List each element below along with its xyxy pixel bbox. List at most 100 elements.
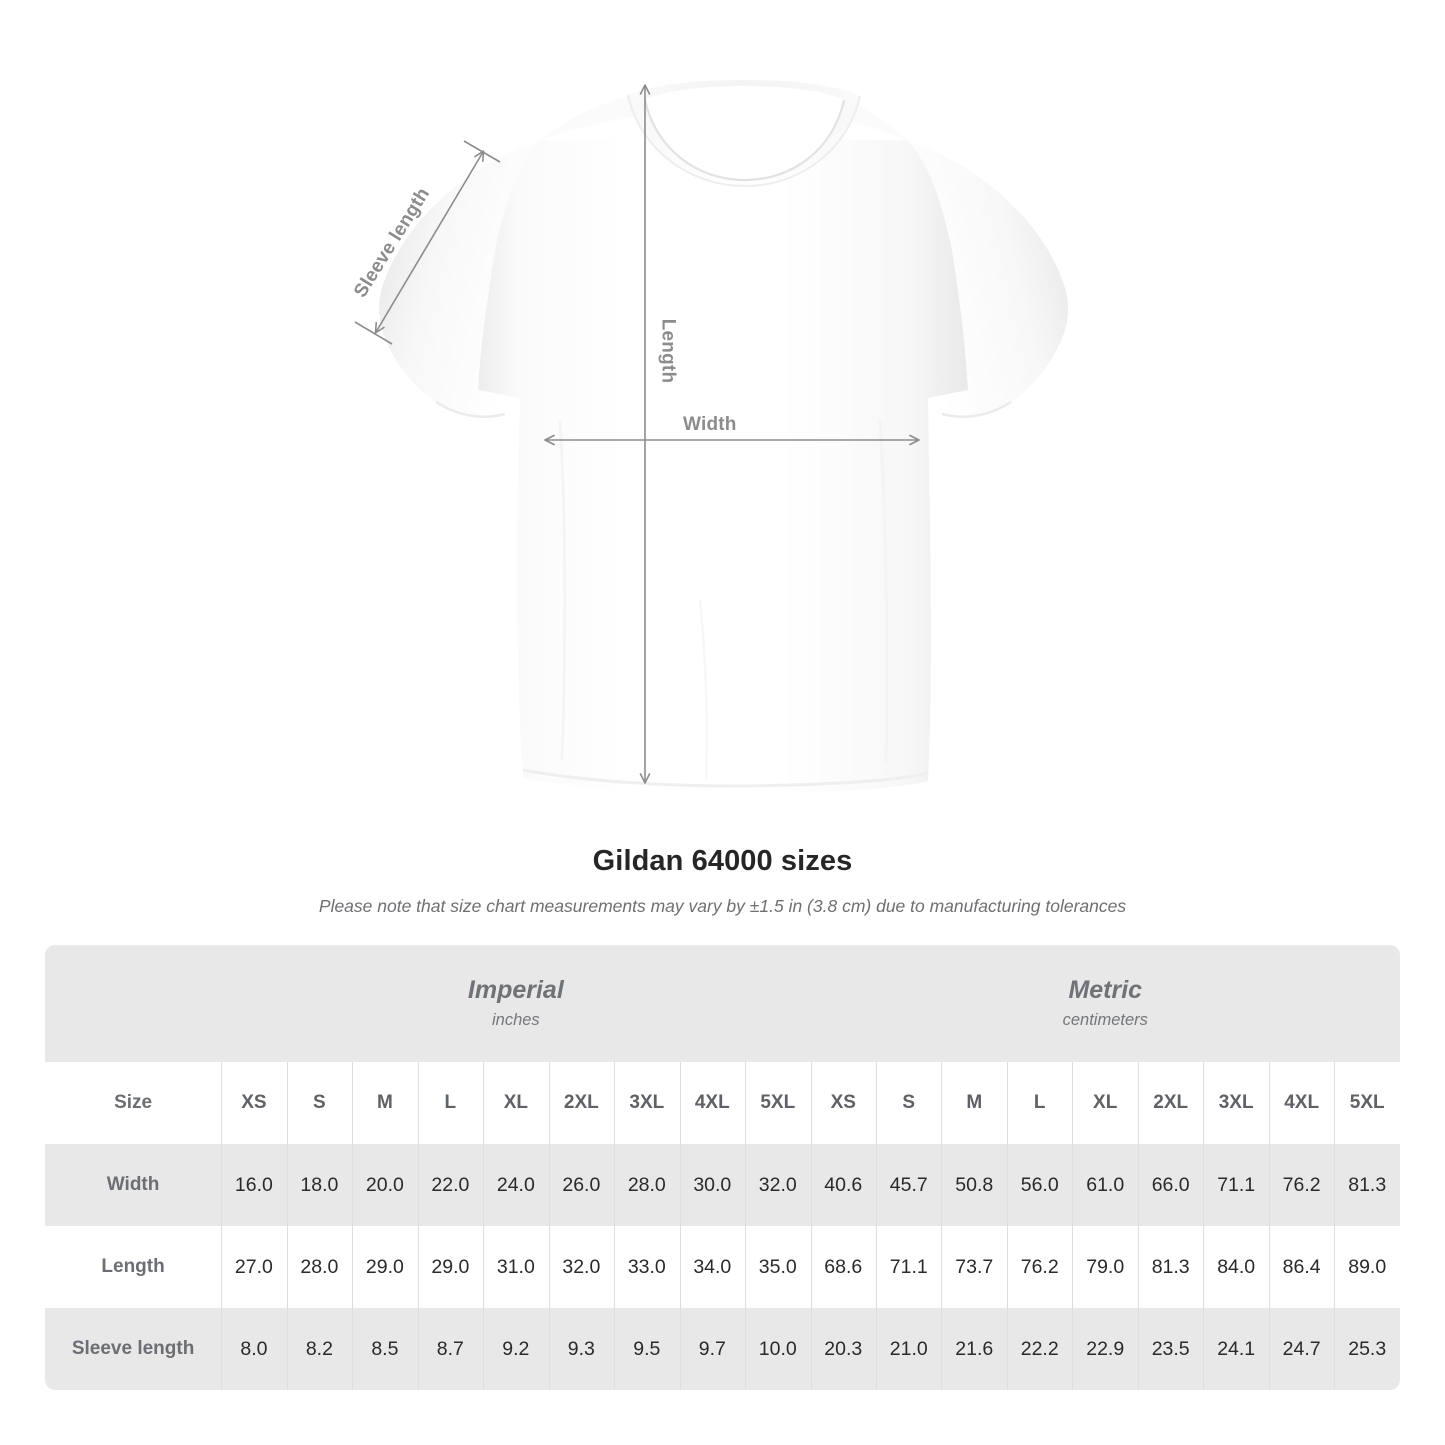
cell-sleeve-length-metric-3xl: 24.1 (1203, 1308, 1269, 1390)
cell-sleeve-length-metric-xl: 22.9 (1072, 1308, 1138, 1390)
size-header-imperial-2xl: 2XL (548, 1062, 615, 1144)
cell-width-metric-s: 45.7 (876, 1144, 942, 1226)
size-header-metric-5xl: 5XL (1334, 1062, 1400, 1144)
cell-width-metric-xs: 40.6 (810, 1144, 876, 1226)
size-header-metric-s: S (876, 1062, 942, 1144)
cell-width-imperial-3xl: 28.0 (614, 1144, 680, 1226)
cell-length-imperial-5xl: 35.0 (745, 1226, 811, 1308)
size-chart-table: Imperial inches Metric centimeters Size X… (45, 945, 1400, 1390)
cell-width-imperial-xs: 16.0 (221, 1144, 287, 1226)
length-label: Length (657, 318, 679, 384)
cell-sleeve-length-metric-2xl: 23.5 (1137, 1308, 1204, 1390)
cell-width-metric-l: 56.0 (1006, 1144, 1073, 1226)
unit-header-spacer (45, 945, 222, 1062)
size-header-metric-2xl: 2XL (1137, 1062, 1204, 1144)
table-row-sleeve-length: Sleeve length 8.0 8.2 8.5 8.7 9.2 9.3 9.5 9.7 10.… (45, 1308, 1400, 1390)
table-row-width: Width 16.0 18.0 20.0 22.0 24.0 26.0 28.0 30.0 32.… (45, 1144, 1400, 1226)
cell-width-imperial-xl: 24.0 (483, 1144, 549, 1226)
tolerance-note: Please note that size chart measurements… (318, 896, 1127, 916)
row-label-width: Width (45, 1144, 222, 1226)
cell-length-metric-s: 71.1 (876, 1226, 942, 1308)
cell-width-metric-2xl: 66.0 (1137, 1144, 1204, 1226)
cell-length-imperial-m: 29.0 (352, 1226, 418, 1308)
row-label-length: Length (45, 1226, 222, 1308)
cell-width-imperial-s: 18.0 (286, 1144, 353, 1226)
cell-length-metric-xl: 79.0 (1072, 1226, 1138, 1308)
chart-heading: Gildan 64000 sizes Please note that size… (0, 845, 1445, 917)
cell-width-metric-xl: 61.0 (1072, 1144, 1138, 1226)
cell-sleeve-length-imperial-s: 8.2 (286, 1308, 353, 1390)
cell-sleeve-length-metric-xs: 20.3 (810, 1308, 876, 1390)
cell-width-imperial-m: 20.0 (352, 1144, 418, 1226)
cell-sleeve-length-imperial-3xl: 9.5 (614, 1308, 680, 1390)
cell-length-imperial-3xl: 33.0 (614, 1226, 680, 1308)
cell-sleeve-length-metric-s: 21.0 (876, 1308, 942, 1390)
size-header-imperial-s: S (286, 1062, 353, 1144)
cell-width-imperial-l: 22.0 (417, 1144, 484, 1226)
cell-width-metric-5xl: 81.3 (1334, 1144, 1400, 1226)
row-label-sleeve-length: Sleeve length (45, 1308, 222, 1390)
cell-length-metric-5xl: 89.0 (1334, 1226, 1400, 1308)
sleeve-tick-top (463, 140, 501, 163)
cell-sleeve-length-metric-l: 22.2 (1006, 1308, 1073, 1390)
imperial-group-header: Imperial inches (221, 945, 811, 1062)
size-header-metric-xl: XL (1072, 1062, 1138, 1144)
size-header-imperial-m: M (352, 1062, 418, 1144)
cell-sleeve-length-imperial-5xl: 10.0 (745, 1308, 811, 1390)
cell-sleeve-length-imperial-4xl: 9.7 (679, 1308, 746, 1390)
cell-width-metric-3xl: 71.1 (1203, 1144, 1269, 1226)
cell-length-metric-l: 76.2 (1006, 1226, 1073, 1308)
width-label: Width (683, 414, 737, 435)
table-row-length: Length 27.0 28.0 29.0 29.0 31.0 32.0 33.0 34.0 35… (45, 1226, 1400, 1308)
cell-width-imperial-2xl: 26.0 (548, 1144, 615, 1226)
size-header-imperial-xs: XS (221, 1062, 287, 1144)
size-chart-table-container: Imperial inches Metric centimeters Size X… (45, 945, 1400, 1390)
size-header-metric-3xl: 3XL (1203, 1062, 1269, 1144)
cell-length-imperial-xs: 27.0 (221, 1226, 287, 1308)
cell-width-metric-4xl: 76.2 (1268, 1144, 1335, 1226)
tshirt-diagram: Sleeve length Length Width (350, 80, 1068, 794)
cell-sleeve-length-metric-4xl: 24.7 (1268, 1308, 1335, 1390)
sleeve-tick-bottom (354, 321, 393, 345)
cell-sleeve-length-imperial-xs: 8.0 (221, 1308, 287, 1390)
cell-width-imperial-4xl: 30.0 (679, 1144, 746, 1226)
metric-group-header: Metric centimeters (810, 945, 1400, 1062)
cell-width-imperial-5xl: 32.0 (745, 1144, 811, 1226)
cell-length-imperial-s: 28.0 (286, 1226, 353, 1308)
size-row-label: Size (45, 1062, 222, 1144)
size-header-row: Size XS S M L XL 2XL 3XL 4XL 5XL XS S M L XL 2XL 3XL 4XL 5… (45, 1062, 1400, 1144)
cell-sleeve-length-imperial-l: 8.7 (417, 1308, 484, 1390)
cell-length-imperial-4xl: 34.0 (679, 1226, 746, 1308)
size-header-metric-m: M (941, 1062, 1007, 1144)
size-header-imperial-4xl: 4XL (679, 1062, 746, 1144)
size-header-metric-xs: XS (810, 1062, 876, 1144)
size-header-metric-l: L (1006, 1062, 1073, 1144)
imperial-unit-label: inches (491, 1011, 540, 1030)
cell-length-imperial-xl: 31.0 (483, 1226, 549, 1308)
cell-length-metric-m: 73.7 (941, 1226, 1007, 1308)
cell-sleeve-length-imperial-m: 8.5 (352, 1308, 418, 1390)
size-header-metric-4xl: 4XL (1268, 1062, 1335, 1144)
cell-length-metric-2xl: 81.3 (1137, 1226, 1204, 1308)
cell-width-metric-m: 50.8 (941, 1144, 1007, 1226)
size-header-imperial-l: L (417, 1062, 484, 1144)
cell-length-metric-xs: 68.6 (810, 1226, 876, 1308)
cell-length-metric-4xl: 86.4 (1268, 1226, 1335, 1308)
cell-sleeve-length-metric-m: 21.6 (941, 1308, 1007, 1390)
size-header-imperial-3xl: 3XL (614, 1062, 680, 1144)
unit-system-header-row: Imperial inches Metric centimeters (45, 945, 1400, 1062)
size-header-imperial-xl: XL (483, 1062, 549, 1144)
cell-sleeve-length-imperial-xl: 9.2 (483, 1308, 549, 1390)
page-title: Gildan 64000 sizes (592, 845, 853, 877)
cell-length-imperial-2xl: 32.0 (548, 1226, 615, 1308)
size-header-imperial-5xl: 5XL (745, 1062, 811, 1144)
metric-unit-label: centimeters (1062, 1011, 1148, 1030)
cell-sleeve-length-metric-5xl: 25.3 (1334, 1308, 1400, 1390)
tshirt-illustration (354, 80, 1068, 794)
cell-length-metric-3xl: 84.0 (1203, 1226, 1269, 1308)
cell-length-imperial-l: 29.0 (417, 1226, 484, 1308)
sleeve-dimension-line (374, 150, 485, 334)
imperial-system-label: Imperial (467, 975, 564, 1004)
metric-system-label: Metric (1068, 975, 1143, 1004)
cell-sleeve-length-imperial-2xl: 9.3 (548, 1308, 615, 1390)
